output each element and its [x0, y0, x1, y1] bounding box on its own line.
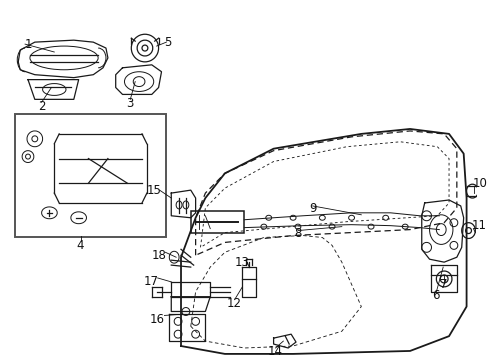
- Text: 9: 9: [308, 202, 316, 215]
- Text: 1: 1: [25, 37, 33, 51]
- Text: 11: 11: [470, 219, 486, 232]
- Text: 10: 10: [471, 177, 487, 190]
- Text: 2: 2: [38, 100, 45, 113]
- Text: 8: 8: [294, 227, 301, 240]
- Text: 5: 5: [164, 36, 171, 49]
- Text: 16: 16: [149, 313, 164, 326]
- Text: 6: 6: [432, 289, 439, 302]
- Bar: [190, 211, 244, 233]
- Text: 17: 17: [143, 275, 158, 288]
- Text: 13: 13: [234, 256, 249, 269]
- Text: 14: 14: [267, 346, 283, 359]
- Bar: [15, 114, 166, 238]
- Text: 15: 15: [146, 184, 161, 197]
- Text: 7: 7: [440, 278, 447, 291]
- Text: 3: 3: [126, 97, 134, 110]
- Text: 4: 4: [77, 239, 84, 252]
- Text: 12: 12: [226, 297, 242, 310]
- Text: 18: 18: [151, 249, 166, 262]
